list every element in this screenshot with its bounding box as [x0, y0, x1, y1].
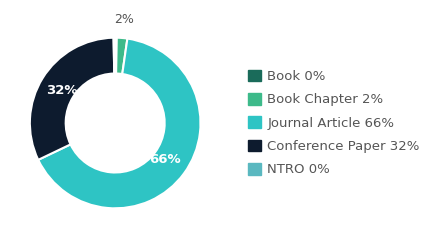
Wedge shape: [115, 38, 117, 74]
Wedge shape: [38, 39, 201, 208]
Text: 66%: 66%: [150, 154, 181, 166]
Text: 32%: 32%: [47, 84, 78, 97]
Wedge shape: [113, 38, 115, 74]
Legend: Book 0%, Book Chapter 2%, Journal Article 66%, Conference Paper 32%, NTRO 0%: Book 0%, Book Chapter 2%, Journal Articl…: [248, 70, 420, 176]
Wedge shape: [30, 38, 114, 160]
Text: 2%: 2%: [114, 13, 133, 26]
Wedge shape: [116, 38, 128, 74]
